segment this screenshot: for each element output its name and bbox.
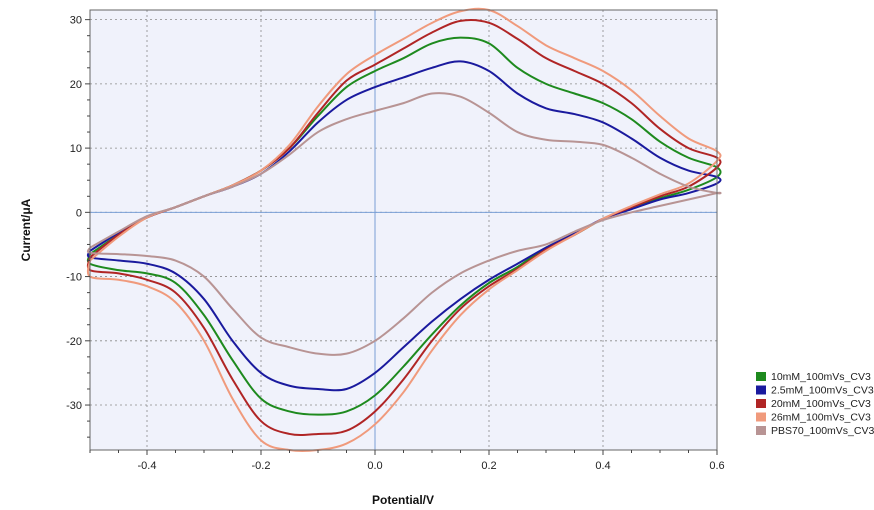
y-axis-ticks: -30 -20 -10 0 10 20 30: [66, 15, 90, 438]
x-tick-label: -0.4: [138, 460, 157, 472]
y-tick-label: 30: [70, 15, 82, 27]
y-tick-label: 20: [70, 79, 82, 91]
x-tick-label: -0.2: [252, 460, 271, 472]
plot-area: [90, 10, 717, 450]
legend-label: 26mM_100mVs_CV3: [771, 412, 871, 424]
legend-swatch: [756, 385, 766, 395]
legend: 10mM_100mVs_CV3 2.5mM_100mVs_CV320mM_100m…: [756, 371, 874, 437]
legend-swatch: [756, 372, 766, 381]
x-tick-label: 0.4: [595, 460, 610, 472]
y-axis-title: Current/μA: [19, 198, 33, 261]
legend-swatch: [756, 412, 766, 422]
y-tick-label: -20: [66, 336, 82, 348]
x-axis-ticks: -0.4 -0.2 0.0 0.2 0.4 0.6: [89, 450, 725, 472]
y-tick-label: -10: [66, 272, 82, 284]
legend-label: PBS70_100mVs_CV3: [771, 425, 874, 437]
x-axis-title: Potential/V: [372, 493, 434, 507]
zero-lines: [90, 10, 717, 450]
legend-label: 10mM_100mVs_CV3: [771, 371, 871, 383]
y-tick-label: -30: [66, 400, 82, 412]
y-tick-label: 0: [76, 207, 82, 219]
x-tick-label: 0.2: [481, 460, 496, 472]
legend-swatch: [756, 426, 766, 435]
legend-label: 20mM_100mVs_CV3: [771, 398, 871, 410]
x-tick-label: 0.6: [709, 460, 724, 472]
y-tick-label: 10: [70, 143, 82, 155]
legend-label: 2.5mM_100mVs_CV3: [771, 385, 874, 397]
x-tick-label: 0.0: [367, 460, 382, 472]
legend-swatch: [756, 399, 766, 408]
